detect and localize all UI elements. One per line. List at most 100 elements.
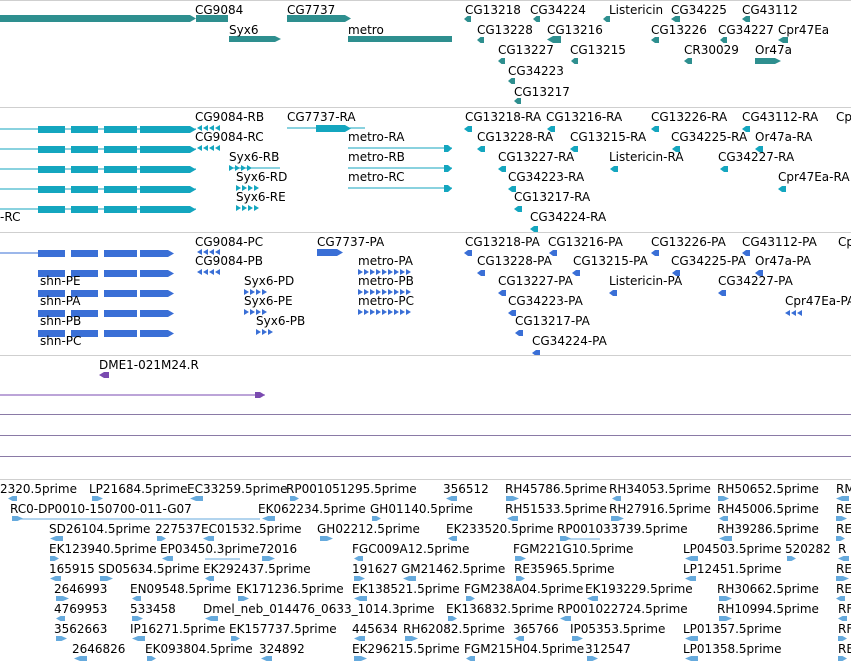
- protein-glyph[interactable]: [797, 310, 802, 316]
- transcript-exon[interactable]: [71, 166, 98, 173]
- est-glyph[interactable]: [587, 656, 598, 661]
- gene-label[interactable]: CG13217: [514, 85, 570, 99]
- est-glyph[interactable]: [50, 556, 59, 561]
- transcript-label[interactable]: CG7737-RA: [287, 110, 356, 124]
- protein-label[interactable]: CG43112-PA: [742, 235, 817, 249]
- protein-label[interactable]: CG13228-PA: [477, 254, 552, 268]
- gene-label[interactable]: CG13215: [570, 43, 626, 57]
- transcript-label[interactable]: CG13226-RA: [651, 110, 728, 124]
- est-label[interactable]: 227537: [155, 522, 201, 536]
- protein-exon[interactable]: [71, 330, 98, 337]
- gene-glyph[interactable]: [0, 15, 196, 22]
- transcript-glyph[interactable]: [498, 166, 506, 172]
- transcript-label[interactable]: CG13216-RA: [546, 110, 623, 124]
- est-label[interactable]: 4769953: [54, 602, 108, 616]
- est-glyph[interactable]: [262, 516, 275, 521]
- protein-glyph[interactable]: [376, 309, 381, 315]
- protein-label[interactable]: shn-PB: [40, 314, 82, 328]
- protein-glyph[interactable]: [364, 289, 369, 295]
- protein-exon[interactable]: [71, 290, 98, 297]
- est-glyph[interactable]: [320, 536, 333, 541]
- est-label[interactable]: SD05634.5prime: [98, 562, 200, 576]
- est-glyph[interactable]: [190, 496, 203, 501]
- est-label[interactable]: 445634: [352, 622, 398, 636]
- est-label[interactable]: IP16271.5prime: [130, 622, 226, 636]
- est-glyph[interactable]: [685, 636, 698, 641]
- est-glyph[interactable]: [685, 656, 698, 661]
- est-glyph[interactable]: [719, 516, 728, 521]
- est-glyph[interactable]: [372, 516, 381, 521]
- est-label[interactable]: RH27916.5prime: [609, 502, 711, 516]
- est-label[interactable]: EC01532.5prime: [201, 522, 302, 536]
- est-label[interactable]: RE: [836, 562, 851, 576]
- transcript-glyph[interactable]: [464, 126, 472, 132]
- est-label[interactable]: EK123940.5prime: [49, 542, 157, 556]
- transcript-glyph[interactable]: [254, 205, 259, 211]
- est-label[interactable]: 312547: [585, 642, 631, 656]
- est-label[interactable]: RH51533.5prime: [505, 502, 607, 516]
- est-label[interactable]: FGC009A12.5prime: [352, 542, 470, 556]
- transcript-exon[interactable]: [38, 126, 65, 133]
- est-label[interactable]: GH01140.5prime: [370, 502, 473, 516]
- protein-glyph[interactable]: [549, 250, 557, 256]
- est-glyph[interactable]: [836, 496, 849, 501]
- protein-glyph[interactable]: [376, 289, 381, 295]
- gene-label[interactable]: CG13227: [498, 43, 554, 57]
- protein-glyph[interactable]: [209, 249, 214, 255]
- transcript-label[interactable]: Or47a-RA: [755, 130, 813, 144]
- transcript-glyph[interactable]: [236, 185, 241, 191]
- transcript-label[interactable]: CG13217-RA: [514, 190, 591, 204]
- protein-glyph[interactable]: [364, 309, 369, 315]
- est-glyph[interactable]: [611, 516, 624, 521]
- gene-glyph[interactable]: [778, 37, 788, 43]
- est-glyph[interactable]: [162, 556, 173, 561]
- gene-glyph[interactable]: [651, 37, 659, 43]
- est-glyph[interactable]: [132, 616, 143, 621]
- est-label[interactable]: RE: [836, 502, 851, 516]
- est-glyph[interactable]: [231, 636, 240, 641]
- gene-glyph[interactable]: [464, 16, 471, 22]
- gene-label[interactable]: CG9084: [195, 3, 244, 17]
- est-glyph[interactable]: [718, 496, 729, 501]
- est-glyph[interactable]: [838, 556, 849, 561]
- protein-exon[interactable]: [38, 310, 65, 317]
- protein-label[interactable]: Or47a-PA: [755, 254, 812, 268]
- transcript-glyph[interactable]: [570, 146, 578, 152]
- protein-glyph[interactable]: [742, 250, 750, 256]
- est-label[interactable]: EN09548.5prime: [130, 582, 232, 596]
- gene-glyph[interactable]: [684, 58, 692, 64]
- est-label[interactable]: RE: [836, 582, 851, 596]
- clone-glyph[interactable]: [99, 372, 109, 378]
- transcript-exon[interactable]: [38, 186, 65, 193]
- protein-label[interactable]: Syx6-PE: [244, 294, 293, 308]
- est-label[interactable]: 520282: [785, 542, 831, 556]
- transcript-label[interactable]: Syx6-RD: [236, 170, 288, 184]
- protein-glyph[interactable]: [358, 289, 363, 295]
- gene-glyph[interactable]: [720, 37, 727, 43]
- protein-glyph[interactable]: [364, 269, 369, 275]
- transcript-exon[interactable]: [104, 126, 137, 133]
- transcript-label[interactable]: Syx6-RE: [236, 190, 286, 204]
- transcript-exon[interactable]: [71, 146, 98, 153]
- est-glyph[interactable]: [515, 556, 526, 561]
- est-glyph[interactable]: [685, 576, 696, 581]
- est-glyph[interactable]: [205, 616, 218, 621]
- protein-label[interactable]: CG13218-PA: [465, 235, 540, 249]
- transcript-glyph[interactable]: [514, 206, 522, 212]
- protein-glyph[interactable]: [268, 329, 273, 335]
- est-label[interactable]: EK296215.5prime: [352, 642, 460, 656]
- est-label[interactable]: RF: [838, 622, 851, 636]
- est-label[interactable]: LP01358.5prime: [683, 642, 782, 656]
- protein-exon[interactable]: [140, 330, 174, 337]
- transcript-glyph[interactable]: [241, 165, 246, 171]
- protein-exon[interactable]: [140, 250, 174, 257]
- est-glyph[interactable]: [446, 496, 457, 501]
- transcript-label[interactable]: -RC: [0, 210, 21, 224]
- est-label[interactable]: 2646826: [72, 642, 126, 656]
- est-glyph[interactable]: [838, 616, 847, 621]
- gene-glyph[interactable]: [508, 78, 515, 84]
- est-glyph[interactable]: [515, 636, 524, 641]
- protein-glyph[interactable]: [317, 249, 343, 256]
- protein-glyph[interactable]: [532, 350, 540, 356]
- transcript-exon[interactable]: [104, 166, 137, 173]
